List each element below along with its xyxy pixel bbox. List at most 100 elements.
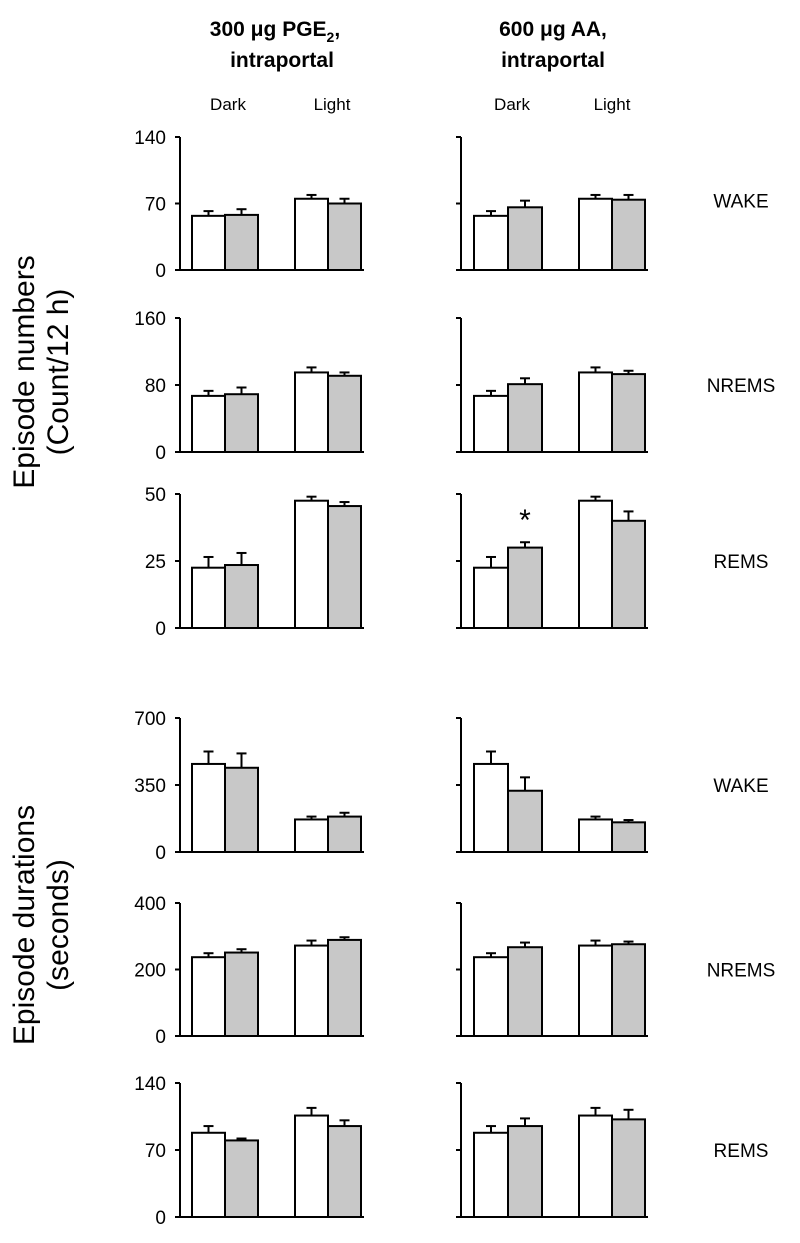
panel-r1-c0-bar-light-control (294, 371, 329, 453)
panel-r4-c1-bar-light-treatment (611, 943, 646, 1037)
chart-panels: 070140WAKE080160NREMS02550*REMS0350700WA… (134, 128, 775, 1229)
column-title-1-line2: intraportal (501, 49, 605, 72)
panel-r0-c0-tick-label-0: 0 (155, 261, 166, 282)
panel-r3-c1-bar-dark-control (473, 762, 509, 854)
panel-r4-c1-bar-light-control (578, 944, 613, 1037)
column-title-0-line1: 300 μg PGE2, (210, 18, 340, 45)
panel-r1-c0-tick-label-1: 80 (145, 376, 166, 397)
panel-r4-c1-bar-dark-control (473, 956, 509, 1038)
panel-r5-c1-bar-dark-control (473, 1131, 509, 1219)
group-label-durations: Episode durations (seconds) (8, 805, 75, 1045)
panel-r3-c1-bar-dark-treatment (507, 789, 543, 853)
panel-r0-c1-bar-dark-treatment (507, 206, 543, 272)
panel-r5-c1-row-label: REMS (714, 1141, 769, 1162)
panel-r1-c0-bar-dark-control (191, 394, 226, 454)
panel-r0-c0-tick-label-2: 140 (134, 128, 166, 149)
panel-r3-c0-tick-label-1: 350 (134, 776, 166, 797)
panel-r0-c0-bar-dark-treatment (224, 213, 259, 271)
panel-r2-c0-tick-label-2: 50 (145, 485, 166, 506)
panel-r0-c0: 0 70 140 (134, 128, 364, 282)
panel-r1-c1-row-label: NREMS (707, 376, 776, 397)
column-title-1: 600 μg AA, intraportal (499, 18, 607, 72)
panel-r2-c1: * REMS (456, 493, 769, 630)
panel-r5-c0-bar-dark-treatment (224, 1139, 259, 1219)
panel-r3-c1-bar-light-treatment (611, 821, 646, 853)
panel-r1-c0: 0 80 160 (134, 309, 364, 464)
panel-r2-c1-row-label: REMS (714, 552, 769, 573)
group-label-numbers-line1: Episode numbers (8, 255, 41, 488)
panel-r3-c0-bar-dark-treatment (224, 766, 259, 853)
panel-r2-c0-bar-dark-control (191, 566, 226, 630)
panel-r2-c1-bar-light-treatment (611, 519, 646, 629)
panel-r5-c0-tick-label-0: 0 (155, 1208, 166, 1229)
panel-r0-c1-bar-light-treatment (611, 198, 646, 271)
panel-r2-c0-bar-dark-treatment (224, 564, 259, 630)
panel-r2-c1-bar-light-control (578, 499, 613, 630)
panel-r1-c0-bar-light-treatment (327, 374, 362, 454)
panel-r4-c0-tick-label-2: 400 (134, 894, 166, 915)
panel-r1-c1-bar-light-treatment (611, 373, 646, 453)
panel-r5-c1-bar-light-treatment (611, 1118, 646, 1219)
panel-r2-c0-tick-label-0: 0 (155, 619, 166, 640)
panel-r2-c0-bar-light-treatment (327, 505, 362, 629)
panel-r2-c1-bar-dark-treatment (507, 546, 543, 629)
panel-r3-c0-bar-light-treatment (327, 815, 362, 853)
panel-r4-c1: NREMS (456, 902, 776, 1038)
panel-r2-c0-bar-light-control (294, 499, 329, 630)
panel-r4-c1-bar-dark-treatment (507, 946, 543, 1037)
column-title-0-line2: intraportal (230, 49, 334, 72)
group-label-numbers: Episode numbers (Count/12 h) (8, 255, 75, 488)
panel-r0-c1-row-label: WAKE (713, 192, 768, 213)
panel-r3-c1-row-label: WAKE (713, 776, 768, 797)
panel-r5-c0-tick-label-2: 140 (134, 1074, 166, 1095)
panel-r4-c0-tick-label-1: 200 (134, 961, 166, 982)
panel-r3-c1-bar-light-control (578, 818, 613, 854)
column-title-0: 300 μg PGE2, intraportal (210, 18, 340, 72)
group-label-durations-line1: Episode durations (8, 805, 41, 1045)
panel-r0-c0-bar-dark-control (191, 214, 226, 272)
panel-r3-c0: 0 350 700 (134, 709, 364, 864)
group-label-durations-line2: (seconds) (42, 859, 75, 991)
panel-r4-c1-row-label: NREMS (707, 961, 776, 982)
panel-r0-c0-tick-label-1: 70 (145, 195, 166, 216)
panel-r5-c0-bar-dark-control (191, 1131, 226, 1219)
period-label-col0-dark: Dark (210, 95, 246, 114)
panel-r3-c0-tick-label-2: 700 (134, 709, 166, 730)
period-label-col0-light: Light (314, 95, 351, 114)
panel-r5-c0-tick-label-1: 70 (145, 1141, 166, 1162)
panel-r4-c0-bar-light-control (294, 944, 329, 1037)
panel-r2-c1-bar-dark-control (473, 566, 509, 630)
panel-r0-c0-bar-light-treatment (327, 202, 362, 271)
panel-r5-c0: 0 70 140 (134, 1074, 364, 1229)
panel-r2-c0: 0 25 50 (145, 485, 364, 640)
panel-r1-c1-bar-light-control (578, 371, 613, 453)
panel-r4-c0: 0 200 400 (134, 894, 364, 1048)
panel-r3-c1: WAKE (456, 717, 769, 854)
panel-r4-c0-bar-light-treatment (327, 938, 362, 1037)
panel-r3-c0-bar-dark-control (191, 762, 226, 854)
column-title-1-line1: 600 μg AA, (499, 18, 607, 41)
panel-r1-c1-bar-dark-control (473, 394, 509, 454)
panel-r5-c1-bar-dark-treatment (507, 1125, 543, 1218)
group-label-numbers-line2: (Count/12 h) (42, 289, 75, 456)
period-label-col1-dark: Dark (494, 95, 530, 114)
panel-r2-c0-tick-label-1: 25 (145, 552, 166, 573)
panel-r1-c0-bar-dark-treatment (224, 393, 259, 453)
panel-r5-c0-bar-light-control (294, 1114, 329, 1218)
panel-r5-c1: REMS (456, 1082, 769, 1219)
panel-r4-c0-bar-dark-control (191, 956, 226, 1038)
panel-r5-c1-bar-light-control (578, 1114, 613, 1218)
panel-r0-c1-bar-dark-control (473, 214, 509, 272)
panel-r3-c0-tick-label-0: 0 (155, 843, 166, 864)
panel-r4-c0-bar-dark-treatment (224, 951, 259, 1037)
panel-r5-c0-bar-light-treatment (327, 1125, 362, 1218)
panel-r3-c0-bar-light-control (294, 818, 329, 854)
panel-r1-c0-tick-label-2: 160 (134, 309, 166, 330)
panel-r1-c1-bar-dark-treatment (507, 383, 543, 454)
panel-r0-c1: WAKE (456, 136, 769, 272)
panel-r1-c0-tick-label-0: 0 (155, 443, 166, 464)
panel-r4-c0-tick-label-0: 0 (155, 1027, 166, 1048)
panel-r1-c1: NREMS (456, 317, 776, 454)
panel-r0-c1-bar-light-control (578, 197, 613, 271)
